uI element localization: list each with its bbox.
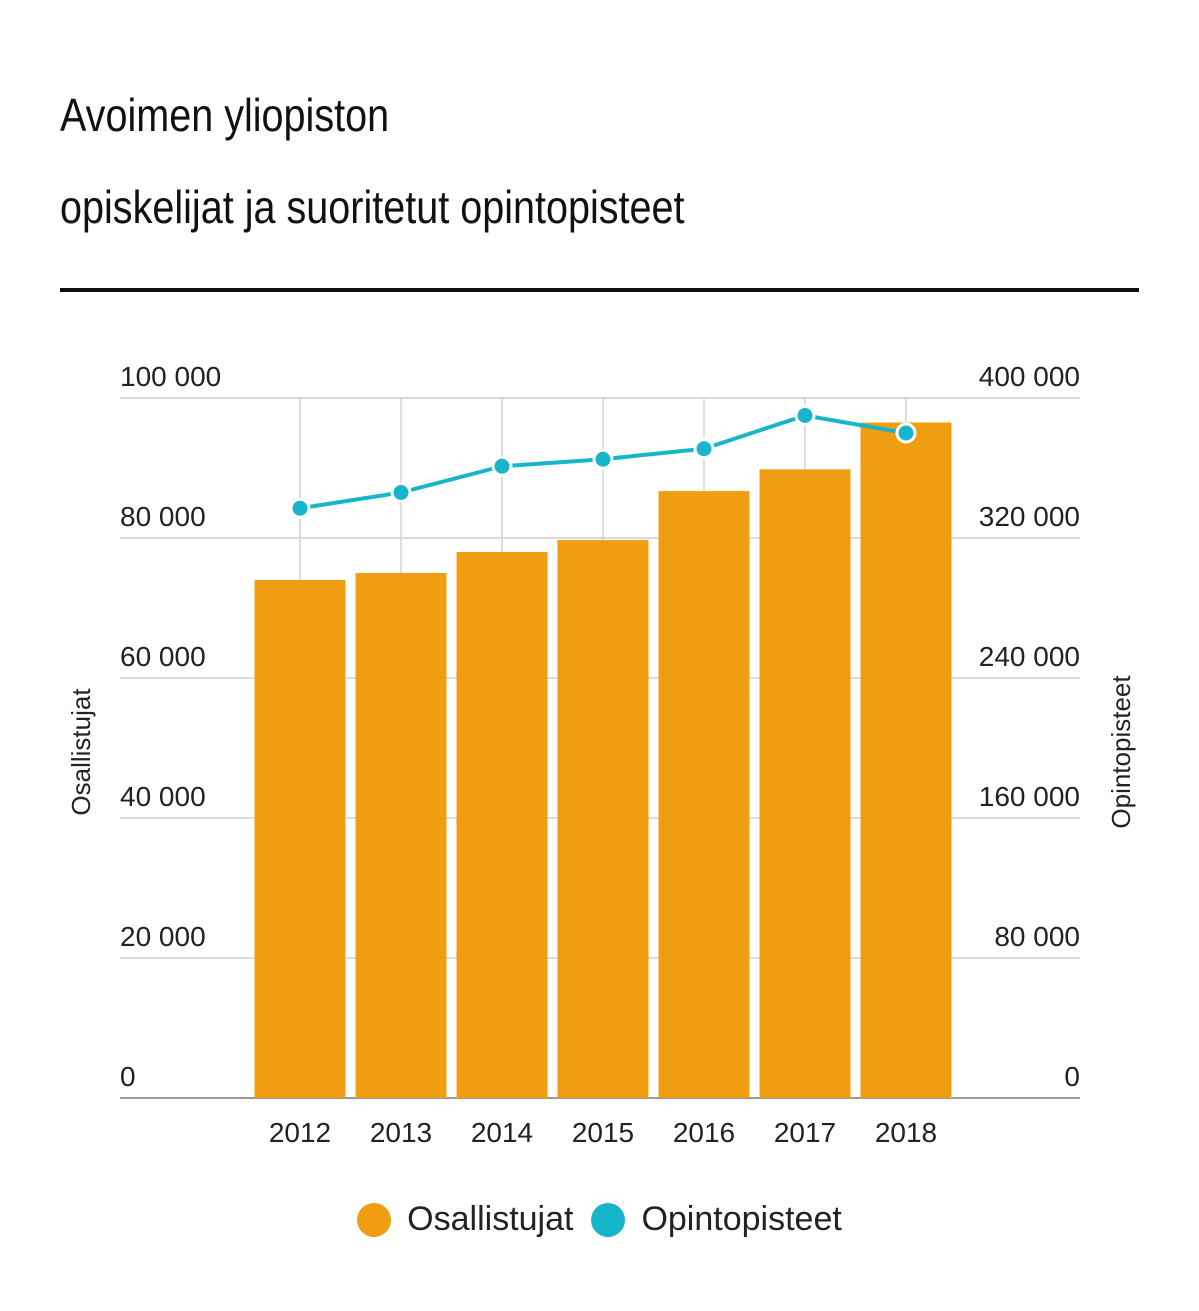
legend: Osallistujat Opintopisteet bbox=[0, 1200, 1199, 1239]
bar-2014 bbox=[456, 552, 548, 1098]
line-point-2014 bbox=[491, 455, 513, 477]
y-left-tick-label: 80 000 bbox=[120, 501, 206, 532]
y-right-tick-label: 240 000 bbox=[979, 641, 1080, 672]
y-left-tick-label: 60 000 bbox=[120, 641, 206, 672]
line-point-2013 bbox=[390, 482, 412, 503]
x-tick-label: 2018 bbox=[875, 1117, 937, 1148]
line-point-2016 bbox=[693, 438, 715, 460]
x-tick-label: 2013 bbox=[370, 1117, 432, 1148]
line-point-2012 bbox=[289, 497, 311, 519]
legend-swatch-osallistujat bbox=[357, 1202, 392, 1237]
y-left-tick-label: 20 000 bbox=[120, 921, 206, 952]
legend-label-osallistujat: Osallistujat bbox=[407, 1200, 574, 1238]
chart-title-line2: opiskelijat ja suoritetut opintopisteet bbox=[60, 181, 685, 233]
line-point-2017 bbox=[794, 405, 816, 426]
legend-label-opintopisteet: Opintopisteet bbox=[641, 1200, 842, 1238]
x-tick-label: 2017 bbox=[774, 1117, 836, 1148]
title-divider bbox=[60, 288, 1139, 292]
y-right-tick-label: 320 000 bbox=[979, 501, 1080, 532]
x-tick-label: 2014 bbox=[471, 1117, 533, 1148]
y-right-tick-label: 0 bbox=[1064, 1061, 1080, 1092]
bar-2018 bbox=[860, 422, 952, 1098]
y-right-tick-label: 160 000 bbox=[979, 781, 1080, 812]
chart-title-line1: Avoimen yliopiston bbox=[60, 89, 390, 141]
x-tick-label: 2015 bbox=[572, 1117, 634, 1148]
y-left-tick-label: 0 bbox=[120, 1061, 136, 1092]
bar-2012 bbox=[254, 580, 346, 1098]
y-left-tick-label: 40 000 bbox=[120, 781, 206, 812]
legend-item-opintopisteet: Opintopisteet bbox=[591, 1200, 842, 1239]
legend-swatch-opintopisteet bbox=[591, 1202, 626, 1237]
legend-item-osallistujat: Osallistujat bbox=[357, 1200, 573, 1239]
line-point-2018 bbox=[895, 422, 917, 444]
y-right-tick-label: 80 000 bbox=[994, 921, 1080, 952]
x-tick-label: 2012 bbox=[269, 1117, 331, 1148]
y-left-axis-title: Osallistujat bbox=[66, 688, 96, 816]
x-tick-label: 2016 bbox=[673, 1117, 735, 1148]
y-right-axis-title: Opintopisteet bbox=[1106, 675, 1136, 829]
y-right-tick-label: 400 000 bbox=[979, 361, 1080, 392]
bar-2015 bbox=[557, 540, 649, 1098]
bar-2017 bbox=[759, 469, 851, 1098]
y-left-tick-label: 100 000 bbox=[120, 361, 221, 392]
line-point-2015 bbox=[592, 448, 614, 470]
bar-2013 bbox=[355, 573, 447, 1098]
bar-2016 bbox=[658, 491, 750, 1099]
